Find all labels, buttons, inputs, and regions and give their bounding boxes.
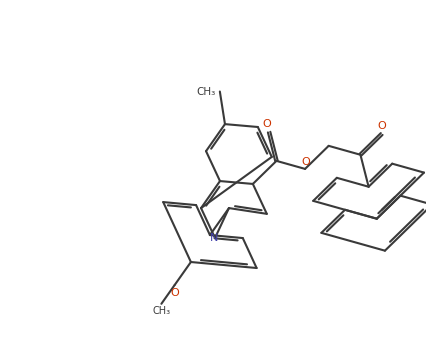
Text: O: O bbox=[170, 288, 179, 298]
Text: CH₃: CH₃ bbox=[153, 306, 170, 316]
Text: O: O bbox=[377, 121, 386, 131]
Text: O: O bbox=[302, 157, 311, 167]
Text: CH₃: CH₃ bbox=[197, 87, 216, 96]
Text: N: N bbox=[210, 233, 218, 243]
Text: O: O bbox=[263, 119, 271, 129]
